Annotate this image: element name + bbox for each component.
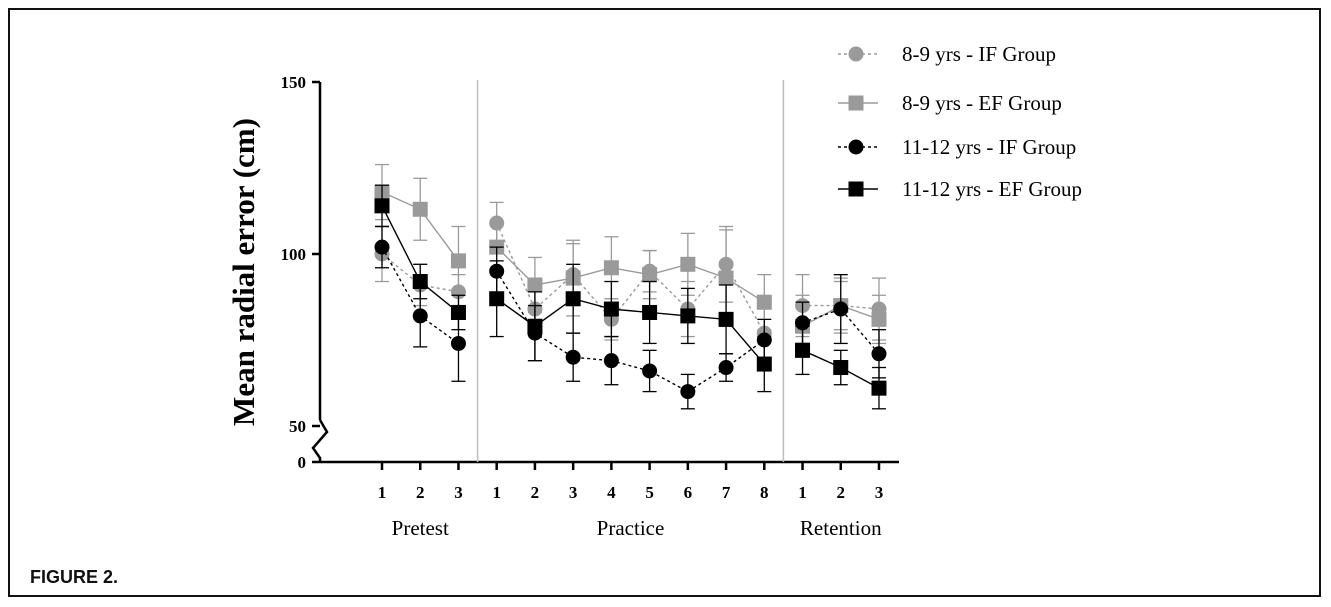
x-tick-label: 2: [531, 483, 540, 502]
series-line: [496, 270, 765, 393]
data-point: [795, 342, 811, 358]
data-point: [833, 301, 849, 317]
data-point: [756, 356, 772, 372]
x-tick-label: 4: [607, 483, 616, 502]
legend-marker: [848, 139, 864, 155]
x-tick-label: 2: [837, 483, 846, 502]
data-point: [756, 294, 772, 310]
data-point: [871, 311, 887, 327]
x-tick-label: 5: [645, 483, 654, 502]
data-point: [718, 311, 734, 327]
data-point: [718, 270, 734, 286]
data-point: [603, 301, 619, 317]
data-point: [642, 267, 658, 283]
data-point: [680, 256, 696, 272]
legend-label: 8-9 yrs - IF Group: [902, 42, 1056, 66]
x-tick-label: 1: [378, 483, 387, 502]
y-axis-label: Mean radial error (cm): [226, 118, 261, 426]
y-axis-break: [311, 419, 329, 459]
legend-label: 8-9 yrs - EF Group: [902, 91, 1062, 115]
x-tick-label: 1: [798, 483, 807, 502]
data-point: [565, 291, 581, 307]
data-point: [871, 380, 887, 396]
data-point: [374, 239, 390, 255]
data-point: [833, 360, 849, 376]
data-point: [603, 353, 619, 369]
legend-label: 11-12 yrs - EF Group: [902, 177, 1082, 201]
x-tick-label: 3: [875, 483, 884, 502]
data-point: [489, 291, 505, 307]
y-tick-label: 50: [289, 417, 306, 436]
line-chart: 150 100 50 0 Mean radial error (cm) 1 2 3 Pretes…: [226, 42, 1082, 540]
data-point: [450, 335, 466, 351]
series-2: [374, 163, 887, 358]
legend-marker: [848, 95, 864, 111]
data-point: [527, 277, 543, 293]
data-point: [871, 346, 887, 362]
x-group-label: Practice: [597, 516, 665, 540]
data-point: [718, 360, 734, 376]
data-point: [450, 253, 466, 269]
y-tick-label: 0: [298, 453, 307, 472]
x-group-label: Pretest: [392, 516, 449, 540]
data-point: [642, 363, 658, 379]
data-point: [565, 349, 581, 365]
series-1: [374, 201, 887, 358]
y-tick-label: 100: [281, 245, 307, 264]
x-group-label: Retention: [800, 516, 882, 540]
legend: 8-9 yrs - IF Group 8-9 yrs - EF Group 11-1…: [838, 42, 1082, 201]
data-point: [412, 274, 428, 290]
series-line: [802, 308, 880, 355]
data-point: [374, 198, 390, 214]
x-tick-label: 1: [492, 483, 501, 502]
x-tick-label: 6: [684, 483, 693, 502]
figure-frame: 150 100 50 0 Mean radial error (cm) 1 2 3 Pretes…: [8, 8, 1321, 597]
series-4: [374, 184, 887, 410]
x-tick-label: 3: [454, 483, 463, 502]
x-tick-label: 7: [722, 483, 731, 502]
x-tick-label: 2: [416, 483, 425, 502]
legend-marker: [848, 181, 864, 197]
data-point: [527, 318, 543, 334]
data-point: [680, 308, 696, 324]
legend-label: 11-12 yrs - IF Group: [902, 135, 1076, 159]
data-point: [412, 308, 428, 324]
figure-caption: FIGURE 2.: [30, 567, 119, 587]
data-point: [603, 260, 619, 276]
x-tick-label: 3: [569, 483, 578, 502]
data-point: [680, 384, 696, 400]
x-tick-label: 8: [760, 483, 769, 502]
legend-marker: [848, 46, 864, 62]
data-point: [642, 304, 658, 320]
data-point: [412, 201, 428, 217]
data-point: [450, 304, 466, 320]
y-tick-label: 150: [281, 73, 307, 92]
